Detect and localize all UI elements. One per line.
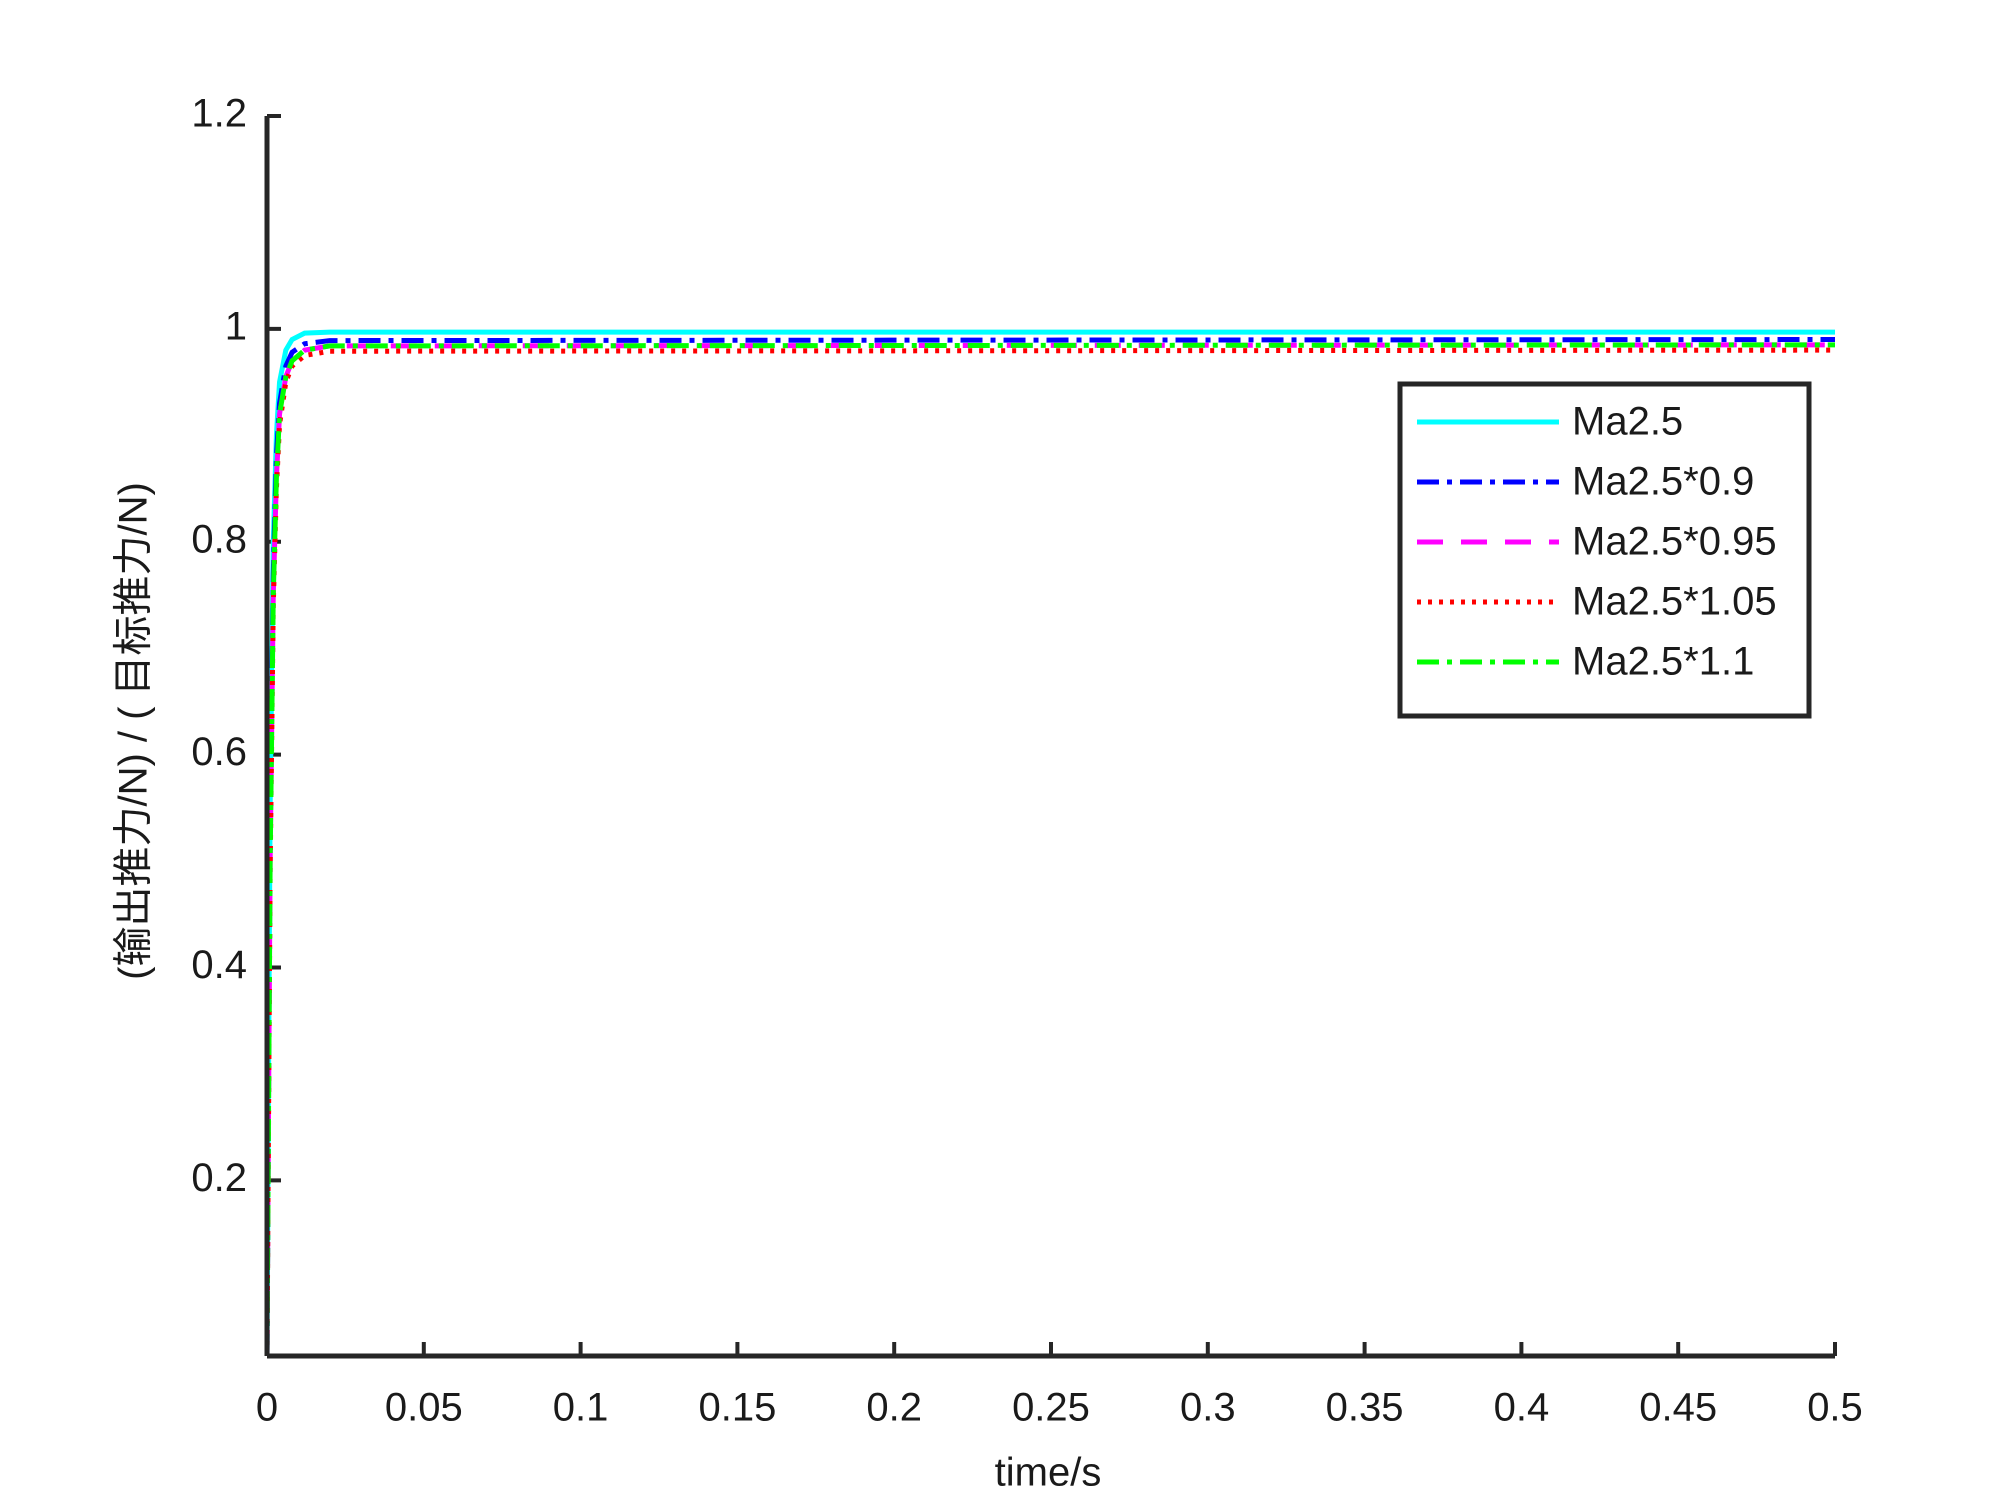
x-tick-label: 0.05 [385,1386,463,1430]
series-line [264,342,1836,1357]
x-tick-label: 0.35 [1326,1386,1404,1430]
legend-label: Ma2.5*0.95 [1572,520,1777,564]
x-tick-label: 0 [256,1386,278,1430]
x-axis-label: time/s [995,1451,1102,1495]
legend-label: Ma2.5*0.9 [1572,460,1754,504]
x-tick-label: 0.1 [553,1386,609,1430]
y-tick-label: 0.8 [191,517,247,561]
x-tick-label: 0.3 [1180,1386,1236,1430]
x-tick-label: 0.45 [1639,1386,1717,1430]
x-tick-label: 0.5 [1807,1386,1863,1430]
legend-label: Ma2.5 [1572,400,1683,444]
y-tick-label: 1.2 [191,92,247,136]
x-tick-label: 0.25 [1012,1386,1090,1430]
y-axis-label: (输出推力/N) / ( 目标推力/N) [112,482,156,980]
y-tick-label: 0.4 [191,943,247,987]
x-tick-label: 0.4 [1494,1386,1550,1430]
legend-label: Ma2.5*1.05 [1572,580,1777,624]
legend-label: Ma2.5*1.1 [1572,640,1754,684]
x-tick-label: 0.15 [698,1386,776,1430]
y-tick-label: 1 [225,304,247,348]
x-tick-label: 0.2 [866,1386,922,1430]
y-tick-label: 0.2 [191,1156,247,1200]
y-tick-label: 0.6 [191,730,247,774]
